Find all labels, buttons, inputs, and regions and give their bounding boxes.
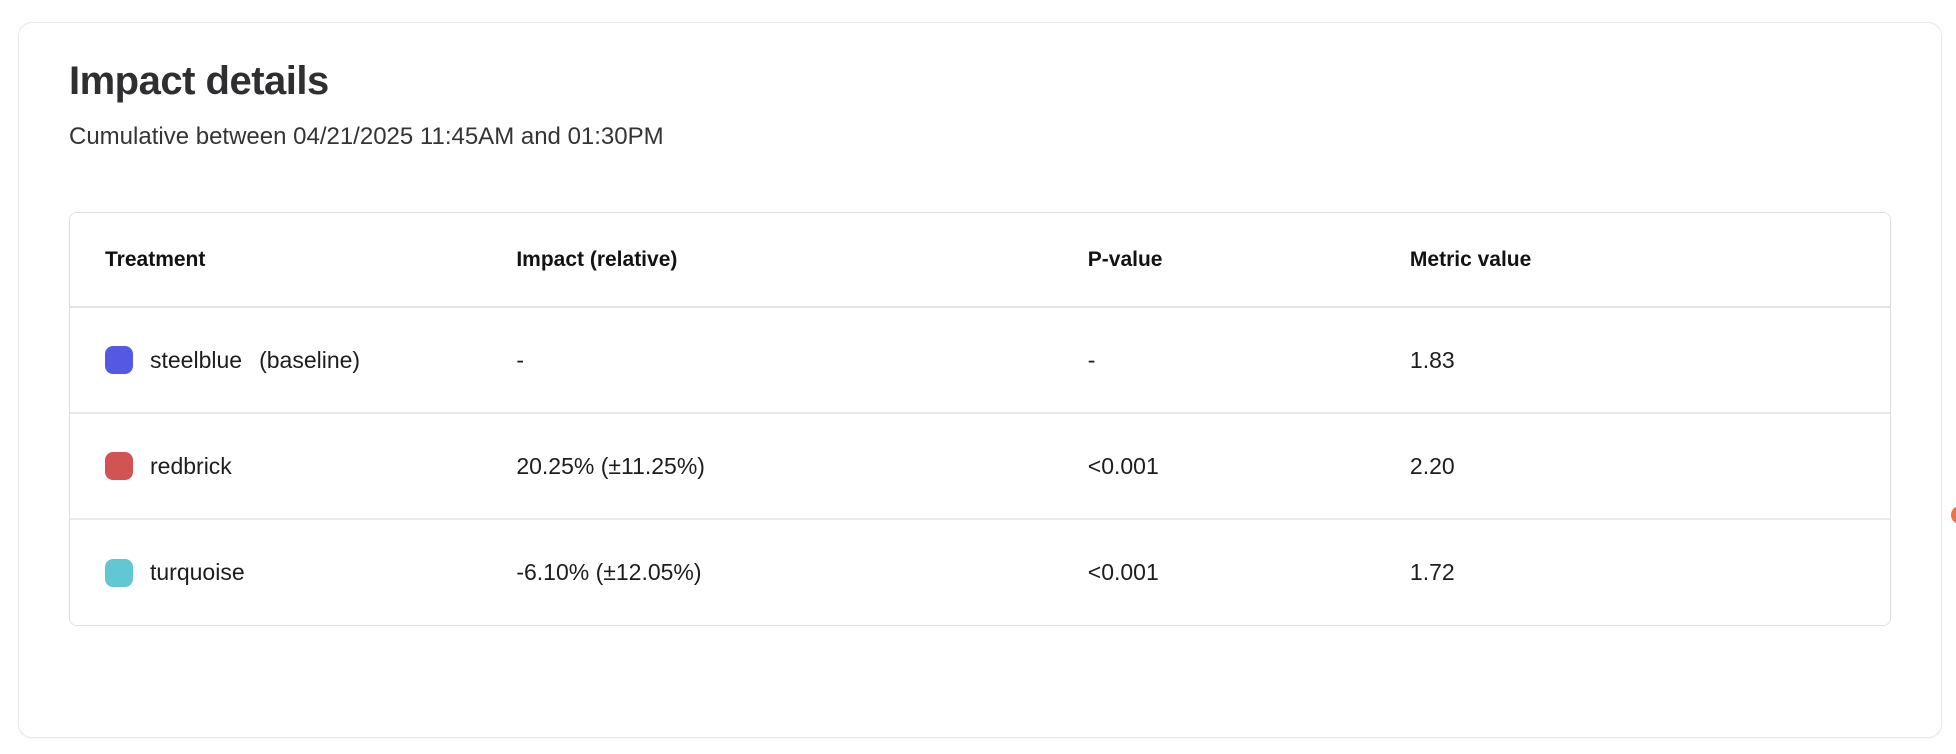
treatment-name: turquoise xyxy=(150,559,245,586)
impact-value: - xyxy=(481,307,1053,415)
metric-value: 1.83 xyxy=(1374,307,1890,415)
metric-value: 1.72 xyxy=(1374,519,1890,626)
column-header-impact-relative: Impact (relative) xyxy=(481,213,1053,309)
edge-notification-dot xyxy=(1951,506,1956,524)
column-header-metric-value: Metric value xyxy=(1374,213,1890,309)
treatment-baseline-suffix: (baseline) xyxy=(259,346,361,373)
table-row-turquoise: turquoise -6.10% (±12.05%) <0.001 1.72 xyxy=(70,519,1890,626)
treatment-cell: redbrick xyxy=(70,413,482,521)
p-value: <0.001 xyxy=(1052,519,1375,626)
treatment-color-swatch xyxy=(105,558,133,587)
treatment-name: redbrick xyxy=(150,452,232,479)
impact-table-grid: Treatment Impact (relative) P-value Metr… xyxy=(70,213,1890,626)
card-subtitle: Cumulative between 04/21/2025 11:45AM an… xyxy=(69,123,664,150)
impact-value: 20.25% (±11.25%) xyxy=(481,413,1053,521)
treatment-name: steelblue xyxy=(150,346,243,373)
table-header-row: Treatment Impact (relative) P-value Metr… xyxy=(70,213,1890,309)
impact-value: -6.10% (±12.05%) xyxy=(481,519,1053,626)
impact-details-card: Impact details Cumulative between 04/21/… xyxy=(18,22,1942,738)
treatment-color-swatch xyxy=(105,452,133,481)
treatment-color-swatch xyxy=(105,346,133,375)
treatment-cell: steelblue (baseline) xyxy=(70,307,482,415)
page-title: Impact details xyxy=(69,59,329,103)
p-value: - xyxy=(1052,307,1375,415)
p-value: <0.001 xyxy=(1052,413,1375,521)
column-header-treatment: Treatment xyxy=(70,213,482,309)
table-row-steelblue: steelblue (baseline) - - 1.83 xyxy=(70,307,1890,415)
treatment-cell: turquoise xyxy=(70,519,482,626)
table-row-redbrick: redbrick 20.25% (±11.25%) <0.001 2.20 xyxy=(70,413,1890,521)
column-header-p-value: P-value xyxy=(1052,213,1375,309)
impact-table: Treatment Impact (relative) P-value Metr… xyxy=(69,212,1891,627)
metric-value: 2.20 xyxy=(1374,413,1890,521)
